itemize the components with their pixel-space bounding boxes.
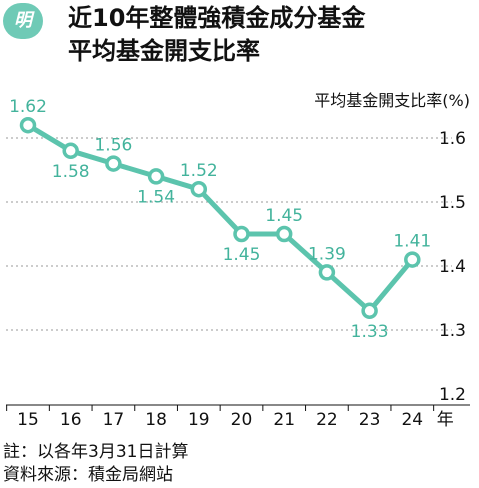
- x-tick-label: 22: [316, 410, 338, 430]
- data-label: 1.41: [393, 232, 431, 252]
- source-note: 資料來源：積金局網站: [3, 465, 173, 485]
- data-label: 1.45: [223, 245, 261, 265]
- data-label: 1.62: [9, 97, 47, 117]
- x-axis-label: 年: [437, 410, 454, 430]
- footnote: 註：以各年3月31日計算: [3, 442, 189, 462]
- data-point: [361, 302, 378, 320]
- data-point: [62, 142, 79, 160]
- x-tick-label: 19: [188, 410, 210, 430]
- data-point: [275, 225, 293, 243]
- x-tick-label: 17: [103, 410, 125, 430]
- x-tick-label: 18: [145, 410, 167, 430]
- data-point: [147, 168, 165, 185]
- data-point: [233, 225, 250, 243]
- y-tick-label: 1.4: [439, 257, 466, 277]
- title-line-1: 近10年整體強積金成分基金: [68, 4, 366, 32]
- data-point: [19, 116, 37, 134]
- newspaper-logo-badge: 明: [3, 3, 43, 39]
- y-axis-label: 平均基金開支比率(%): [314, 91, 470, 110]
- x-tick-label: 21: [273, 410, 295, 430]
- x-tick-label: 16: [60, 410, 82, 430]
- x-tick-label: 23: [359, 410, 381, 430]
- y-tick-label: 1.6: [439, 129, 466, 149]
- data-point: [318, 264, 336, 281]
- x-tick-label: 15: [17, 410, 39, 430]
- y-tick-label: 1.2: [439, 385, 466, 405]
- data-label: 1.52: [180, 161, 218, 181]
- data-label: 1.54: [137, 187, 175, 207]
- data-point: [404, 251, 421, 268]
- data-label: 1.45: [265, 206, 303, 226]
- x-tick-label: 20: [231, 410, 253, 430]
- data-point: [190, 180, 208, 198]
- title-line-2: 平均基金開支比率: [68, 37, 260, 65]
- y-tick-label: 1.3: [439, 321, 466, 341]
- expense-ratio-line-chart: 平均基金開支比率(%) 1.6 1.5 1.4 1.3 1.2 15 16 17 18 19 20 21…: [6, 91, 470, 430]
- data-label: 1.56: [94, 136, 132, 156]
- data-label: 1.33: [351, 322, 389, 342]
- x-tick-label: 24: [401, 410, 423, 430]
- data-label: 1.39: [308, 244, 346, 264]
- data-point: [105, 155, 122, 172]
- data-label: 1.58: [52, 162, 90, 182]
- chart-title: 近10年整體強積金成分基金 平均基金開支比率: [68, 2, 365, 68]
- series-line: [25, 122, 415, 314]
- y-tick-label: 1.5: [439, 193, 466, 213]
